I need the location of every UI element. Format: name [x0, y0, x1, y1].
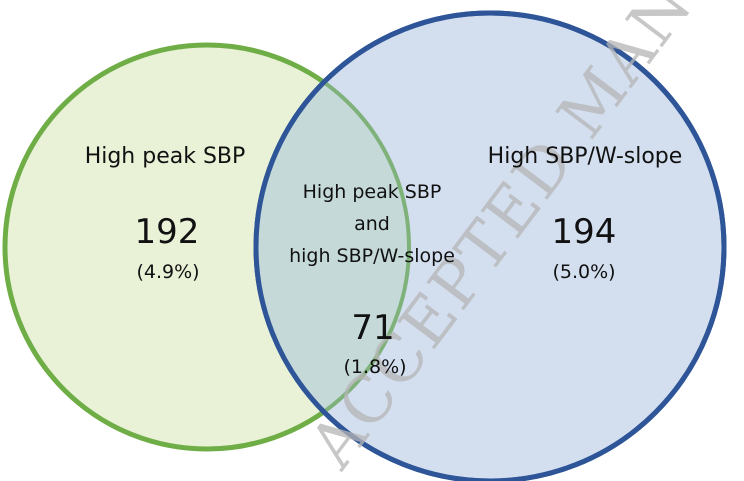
right-set-percent: (5.0%) [552, 261, 615, 283]
set-circle-high-sbp-w-slope-outline [253, 10, 727, 481]
overlap-title-line-3: high SBP/W-slope [289, 245, 455, 267]
overlap-percent: (1.8%) [343, 356, 406, 378]
overlap-count: 71 [351, 308, 394, 348]
right-set-title: High SBP/W-slope [488, 144, 683, 169]
overlap-title-line-2: and [354, 213, 390, 235]
left-set-title: High peak SBP [85, 144, 246, 169]
left-set-percent: (4.9%) [136, 261, 199, 283]
right-set-count: 194 [552, 212, 617, 252]
left-set-count: 192 [135, 212, 200, 252]
overlap-title-line-1: High peak SBP [303, 181, 442, 203]
overlap-boundary-arc [256, 43, 411, 451]
